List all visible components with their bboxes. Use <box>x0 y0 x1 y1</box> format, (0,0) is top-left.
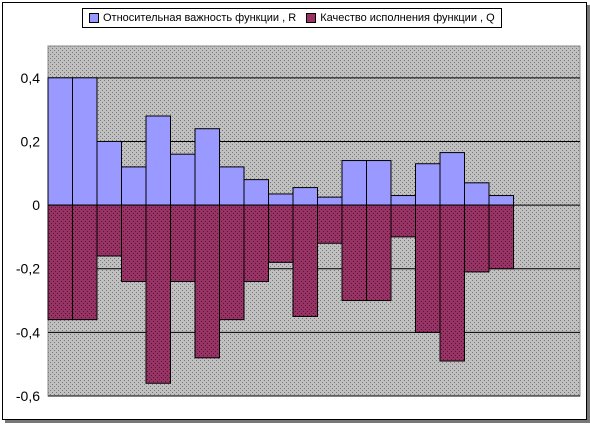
bar-q <box>390 204 416 238</box>
bar-r <box>72 77 98 206</box>
bar-r <box>390 195 416 206</box>
legend-item-q: Качество исполнения функции , Q <box>306 12 495 24</box>
y-tick-label: 0,2 <box>21 133 41 149</box>
bar-q <box>72 204 98 321</box>
bars <box>47 77 514 384</box>
bar-q <box>415 204 441 333</box>
bar-q <box>194 204 220 359</box>
bar-r <box>145 115 171 206</box>
bar-r <box>268 193 294 206</box>
y-tick-label: -0,6 <box>16 388 40 404</box>
bar-q <box>96 204 122 257</box>
bar-r <box>439 152 465 206</box>
bar-r <box>121 166 147 206</box>
bar-r <box>464 182 490 206</box>
bar-q <box>464 204 490 273</box>
bar-q <box>243 204 269 282</box>
y-tick-label: 0,4 <box>21 70 41 86</box>
bar-q <box>145 204 171 384</box>
bar-r <box>219 166 245 206</box>
bar-q <box>121 204 147 282</box>
y-tick-label: 0 <box>32 197 40 213</box>
bar-q <box>317 204 343 244</box>
bar-q <box>292 204 318 317</box>
legend-item-r: Относительная важность функции , R <box>89 12 296 24</box>
legend-label-r: Относительная важность функции , R <box>103 12 297 24</box>
bar-q <box>170 204 196 282</box>
bar-r <box>341 160 367 206</box>
bar-q <box>341 204 367 302</box>
legend-swatch-q <box>306 13 317 23</box>
bar-r <box>488 195 514 206</box>
bar-q <box>488 204 514 270</box>
bar-q <box>268 204 294 263</box>
bar-r <box>415 163 441 206</box>
bar-q <box>47 204 73 321</box>
bar-r <box>366 160 392 206</box>
bar-r <box>170 153 196 206</box>
bar-r <box>96 140 122 206</box>
bar-r <box>243 179 269 206</box>
bar-q <box>439 204 465 362</box>
legend: Относительная важность функции , R Качес… <box>82 8 502 28</box>
bar-r <box>317 196 343 206</box>
y-tick-label: -0,2 <box>16 261 40 277</box>
legend-swatch-r <box>89 13 99 23</box>
y-axis-ticks: 0,4 0,2 0 -0,2 -0,4 -0,6 <box>16 70 40 404</box>
legend-label-q: Качество исполнения функции , Q <box>320 12 495 24</box>
bar-q <box>219 204 245 321</box>
bar-q <box>366 204 392 302</box>
bar-r <box>194 128 220 206</box>
bar-r <box>292 187 318 206</box>
y-tick-label: -0,4 <box>16 324 40 340</box>
bar-r <box>47 77 73 206</box>
